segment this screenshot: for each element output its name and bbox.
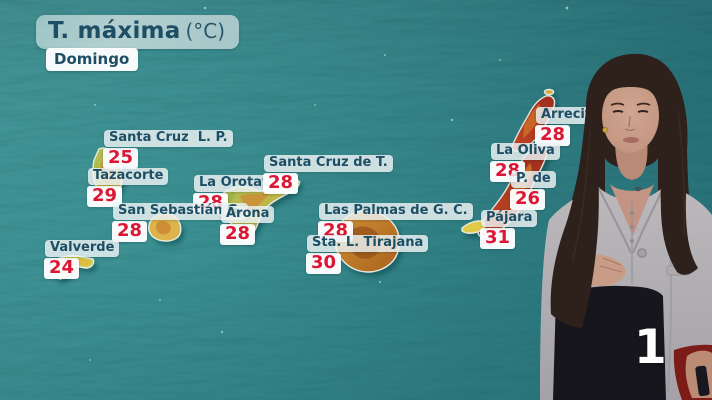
title-unit: (°C) [185,19,226,43]
station-temp: 24 [44,258,80,279]
channel-logo: 1 [634,320,667,375]
station-name: La Orotava [194,175,285,192]
page-title: T. máxima [48,18,181,44]
station-marker: Valverde 24 [44,236,120,279]
vest-buttons [630,211,634,243]
station-marker: Tazacorte 29 [87,164,169,207]
presenter-face-features [610,102,651,143]
station-name: Santa Cruz L. P. [104,130,233,147]
earring [602,127,608,133]
station-temp: 31 [480,228,516,249]
station-marker: Arona 28 [220,202,275,245]
peninsula-jandia [461,220,486,234]
title-block: T. máxima (°C) Domingo [36,15,240,71]
presenter-hair-right-strand [660,88,698,275]
station-temp: 28 [220,224,256,245]
station-name: Las Palmas de G. C. [319,203,473,220]
station-marker: Santa Cruz L. P. 25 [103,126,233,169]
title-pill: T. máxima (°C) [36,15,240,49]
station-name: P. de [511,171,556,188]
station-temp: 26 [510,189,546,210]
station-name: Santa Cruz de T. [264,155,393,172]
jacket-button [637,248,647,258]
station-temp: 29 [87,186,123,207]
station-temp: 28 [263,173,299,194]
day-label: Domingo [46,48,139,71]
presenter-hair-left-strand [550,100,599,328]
station-name: La Oliva [491,143,560,160]
presenter-clicker [695,365,710,397]
islet-la-graciosa [543,88,555,96]
station-name: Pájara [481,210,538,227]
station-marker: Santa Cruz de T. 28 [263,151,393,194]
lapel-pin [634,186,642,192]
station-name: Arona [221,206,275,223]
station-temp: 25 [103,148,139,169]
station-name: Sta. L. Tirajana [307,235,429,252]
presenter-bangs [597,57,664,116]
station-marker: P. de 26 [510,167,556,210]
station-marker: Sta. L. Tirajana 30 [306,231,429,274]
station-temp: 28 [535,125,571,146]
station-temp: 30 [306,253,342,274]
station-temp: 28 [112,221,148,242]
station-name: Tazacorte [88,168,169,185]
station-marker: Pájara 31 [480,206,538,249]
station-name: Valverde [45,240,120,257]
station-marker: La Oliva 28 [490,139,560,182]
